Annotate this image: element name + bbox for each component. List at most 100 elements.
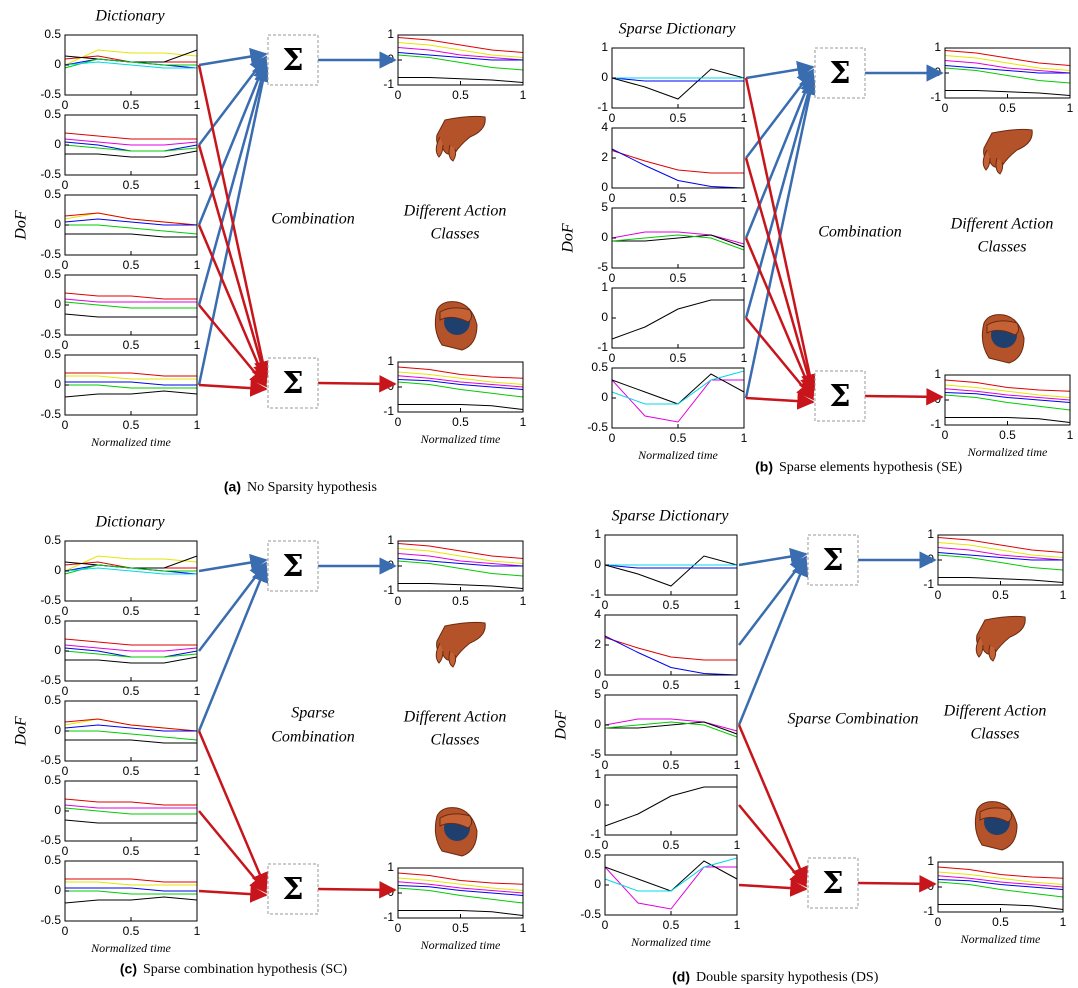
x-tick-label: 0.5 bbox=[123, 338, 140, 352]
x-tick-label: 1 bbox=[741, 111, 748, 125]
curve bbox=[65, 657, 197, 663]
y-tick-label: 1 bbox=[934, 367, 941, 381]
x-tick-label: 0.5 bbox=[663, 678, 680, 692]
x-tick-label: 0.5 bbox=[123, 418, 140, 432]
x-tick-label: 1 bbox=[194, 604, 201, 618]
x-axis-label: Normalized time bbox=[967, 445, 1048, 459]
x-tick-label: 0 bbox=[62, 684, 69, 698]
curve bbox=[612, 235, 744, 247]
y-tick-label: 1 bbox=[387, 533, 394, 547]
plot-frame bbox=[65, 275, 197, 335]
x-axis-label: Normalized time bbox=[637, 448, 718, 462]
y-tick-label: 1 bbox=[387, 27, 394, 41]
x-tick-label: 0.5 bbox=[670, 431, 687, 445]
curve bbox=[65, 314, 197, 317]
y-tick-label: 0.5 bbox=[44, 533, 61, 547]
caption-text: Sparse elements hypothesis (SE) bbox=[779, 460, 962, 475]
classes-label: Classes bbox=[978, 239, 1027, 256]
classes-label: Different Action bbox=[950, 216, 1054, 233]
curve bbox=[945, 385, 1070, 398]
x-tick-label: 0 bbox=[609, 111, 616, 125]
x-tick-label: 0 bbox=[62, 924, 69, 938]
x-tick-label: 1 bbox=[194, 98, 201, 112]
pinch-hand-icon bbox=[983, 129, 1032, 174]
arrow bbox=[739, 725, 806, 883]
y-tick-label: -5 bbox=[590, 747, 601, 761]
x-axis-label: Normalized time bbox=[90, 435, 171, 449]
x-tick-label: 0.5 bbox=[999, 101, 1016, 115]
y-tick-label: -1 bbox=[923, 577, 934, 591]
y-tick-label: 0 bbox=[601, 180, 608, 194]
pinch-hand-icon bbox=[436, 622, 485, 667]
plot-frame bbox=[612, 288, 744, 348]
caption-text: No Sparsity hypothesis bbox=[247, 480, 377, 495]
y-tick-label: -0.5 bbox=[40, 167, 61, 181]
x-tick-label: 0 bbox=[395, 594, 402, 608]
y-tick-label: 0.5 bbox=[584, 847, 601, 861]
combination-label: Combination bbox=[271, 211, 355, 228]
x-tick-label: 1 bbox=[194, 684, 201, 698]
x-axis-label: Normalized time bbox=[420, 432, 501, 446]
y-tick-label: 0 bbox=[601, 70, 608, 84]
arrow bbox=[858, 883, 935, 884]
curve bbox=[612, 69, 744, 99]
curve bbox=[398, 886, 523, 896]
x-tick-label: 1 bbox=[520, 415, 527, 429]
y-tick-label: 0 bbox=[54, 723, 61, 737]
y-tick-label: 0 bbox=[601, 390, 608, 404]
y-tick-label: 2 bbox=[594, 637, 601, 651]
sum-symbol: Σ bbox=[282, 366, 303, 401]
hand-shape bbox=[977, 616, 1026, 654]
caption-label: (d) bbox=[672, 969, 690, 985]
y-tick-label: 1 bbox=[594, 527, 601, 541]
x-tick-label: 0.5 bbox=[663, 758, 680, 772]
sum-symbol: Σ bbox=[822, 543, 843, 578]
y-tick-label: 1 bbox=[927, 854, 934, 868]
pinch-hand-icon bbox=[976, 616, 1025, 661]
plot-frame bbox=[605, 615, 737, 675]
curve bbox=[398, 380, 523, 390]
y-tick-label: 0 bbox=[387, 885, 394, 899]
y-tick-label: 0 bbox=[594, 717, 601, 731]
x-tick-label: 0 bbox=[395, 88, 402, 102]
x-tick-label: 0.5 bbox=[670, 351, 687, 365]
arrow bbox=[318, 889, 395, 890]
caption-text: Sparse combination hypothesis (SC) bbox=[143, 962, 347, 977]
x-tick-label: 0 bbox=[609, 431, 616, 445]
x-tick-label: 1 bbox=[194, 764, 201, 778]
x-tick-label: 0.5 bbox=[452, 415, 469, 429]
curve bbox=[605, 556, 737, 586]
y-tick-label: -1 bbox=[923, 904, 934, 918]
combination-label: Combination bbox=[818, 224, 902, 241]
curve bbox=[65, 302, 197, 308]
y-tick-label: -0.5 bbox=[40, 327, 61, 341]
curve bbox=[65, 731, 197, 740]
curve bbox=[65, 133, 197, 139]
y-tick-label: 0.5 bbox=[44, 107, 61, 121]
arrow bbox=[199, 60, 266, 225]
x-tick-label: 0.5 bbox=[123, 764, 140, 778]
y-tick-label: 1 bbox=[601, 40, 608, 54]
x-tick-label: 1 bbox=[1067, 428, 1074, 442]
classes-label: Different Action bbox=[403, 203, 507, 220]
curve bbox=[65, 225, 197, 234]
y-tick-label: -0.5 bbox=[40, 593, 61, 607]
x-tick-label: 0.5 bbox=[452, 88, 469, 102]
y-tick-label: 5 bbox=[594, 687, 601, 701]
plot-frame bbox=[65, 781, 197, 841]
arrow bbox=[746, 238, 813, 396]
y-axis-label: DoF bbox=[13, 716, 30, 747]
dictionary-title: Sparse Dictionary bbox=[612, 508, 730, 525]
curve bbox=[612, 235, 744, 250]
x-tick-label: 1 bbox=[194, 844, 201, 858]
sum-symbol: Σ bbox=[829, 379, 850, 414]
x-tick-label: 1 bbox=[741, 191, 748, 205]
curve bbox=[938, 867, 1063, 878]
caption-label: (b) bbox=[755, 459, 773, 475]
combination-label: Sparse Combination bbox=[787, 711, 918, 728]
y-tick-label: 0 bbox=[387, 379, 394, 393]
x-tick-label: 0 bbox=[942, 428, 949, 442]
y-tick-label: 0 bbox=[54, 57, 61, 71]
x-tick-label: 0 bbox=[602, 598, 609, 612]
arrow bbox=[199, 811, 266, 892]
